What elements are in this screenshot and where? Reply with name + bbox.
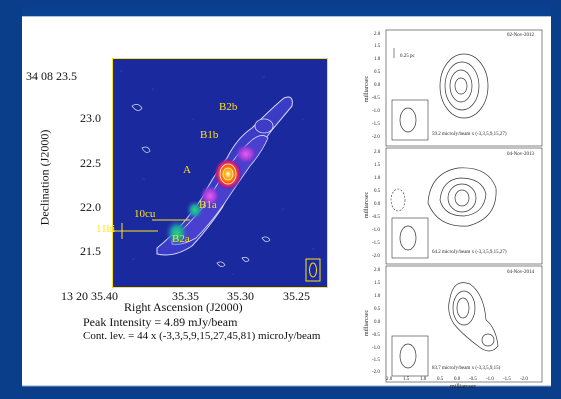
panel3-ytick: 2.0 — [374, 268, 381, 273]
dec-tick: 23.0 — [80, 111, 101, 125]
dec-tick: 22.0 — [80, 200, 101, 214]
panel1-ytick: 0.0 — [374, 83, 381, 88]
component-label-A: A — [183, 164, 191, 176]
panel3-xtick: 1.0 — [420, 377, 427, 382]
panel2-ytick: 1.5 — [374, 163, 381, 168]
panel3-ytick: -2.0 — [372, 370, 380, 375]
panel3-ytick: 0.5 — [374, 307, 381, 312]
panel1-date: 02-Nov-2012 — [507, 33, 534, 38]
slide-frame-right — [551, 0, 561, 399]
component-label-11hi: 11hi — [96, 223, 116, 235]
panel2-ylabel: milliarcsec — [364, 191, 371, 219]
panel1-scale: 0.25 pc — [400, 54, 415, 59]
panel1-levels: 59.2 microJy/beam x (-3,3,5,9,15,27) — [432, 132, 507, 137]
panel3-ytick: 1.0 — [374, 294, 381, 299]
slide-frame-left — [0, 0, 22, 399]
panel3-xtick: -0.5 — [469, 377, 477, 382]
dec-tick-first: 34 08 23.5 — [26, 69, 77, 83]
dec-axis-label: Declination (J2000) — [37, 129, 52, 226]
panel3-xtick: 1.5 — [403, 377, 410, 382]
ra-tick: 35.30 — [227, 289, 254, 303]
panel1-ytick: -2.0 — [372, 135, 380, 140]
panel3-ylabel: milliarcsec — [364, 309, 371, 337]
panel2-ytick: 1.0 — [374, 176, 381, 181]
component-label-B1a: B1a — [199, 199, 217, 211]
panel2-ytick: -0.5 — [372, 215, 380, 220]
panel3-date: 04-Nov-2014 — [507, 270, 534, 275]
panel2-levels: 64.2 microJy/beam x (-3,3,5,9,15,27) — [432, 250, 507, 255]
panel1-ytick: -0.5 — [372, 96, 380, 101]
panel3-xtick: -1.0 — [486, 377, 494, 382]
panel1-ytick: 1.5 — [374, 44, 381, 49]
ra-tick: 35.25 — [283, 289, 310, 303]
panel2-ytick: 2.0 — [374, 150, 381, 155]
ra-tick: 35.35 — [172, 289, 199, 303]
component-label-B1b: B1b — [200, 129, 219, 141]
radio-map-image — [112, 58, 328, 288]
component-label-10cu: 10cu — [134, 208, 156, 220]
panel1-ytick: 1.0 — [374, 57, 381, 62]
panel2-ytick: -1.5 — [372, 241, 380, 246]
ra-tick-first: 13 20 35.40 — [61, 289, 118, 303]
panel2-ytick: 0.0 — [374, 202, 381, 207]
panel3-ytick: -1.5 — [372, 358, 380, 363]
contour-levels-note: Cont. lev. = 44 x (-3,3,5,9,15,27,45,81)… — [83, 330, 321, 342]
panel3-xtick: -2.0 — [520, 377, 528, 382]
panel1-ytick: -1.0 — [372, 109, 380, 114]
epoch-panels-svg — [385, 29, 543, 383]
panels-xlabel: milliarcsec — [450, 384, 477, 390]
panel2-ytick: -2.0 — [372, 254, 380, 259]
panel3-xtick: 2.0 — [386, 377, 393, 382]
panel3-ytick: -1.0 — [372, 346, 380, 351]
panel3-xtick: -1.5 — [503, 377, 511, 382]
panel2-ytick: -1.0 — [372, 228, 380, 233]
panel1-ylabel: milliarcsec — [364, 75, 371, 103]
panel3-ytick: 0.0 — [374, 320, 381, 325]
component-label-B2b: B2b — [219, 101, 238, 113]
panel1-ytick: 2.0 — [374, 32, 381, 37]
peak-intensity-note: Peak Intensity = 4.89 mJy/beam — [83, 315, 238, 329]
panel1-ytick: -1.5 — [372, 122, 380, 127]
panel2-ytick: 0.5 — [374, 189, 381, 194]
panel3-levels: 83.7 microJy/beam x (-3,3,5,9,15) — [432, 366, 501, 371]
panel3-ytick: -0.5 — [372, 333, 380, 338]
panel2-date: 04-Nov-2013 — [507, 152, 534, 157]
panel1-ytick: 0.5 — [374, 70, 381, 75]
panel3-xtick: 0.0 — [454, 377, 461, 382]
dec-tick: 22.5 — [80, 156, 101, 170]
dec-tick: 21.5 — [80, 244, 101, 258]
panel3-ytick: 1.5 — [374, 281, 381, 286]
ra-axis-label: Right Ascension (J2000) — [124, 300, 243, 314]
component-label-B2a: B2a — [172, 233, 190, 245]
panel3-xtick: 0.5 — [437, 377, 444, 382]
